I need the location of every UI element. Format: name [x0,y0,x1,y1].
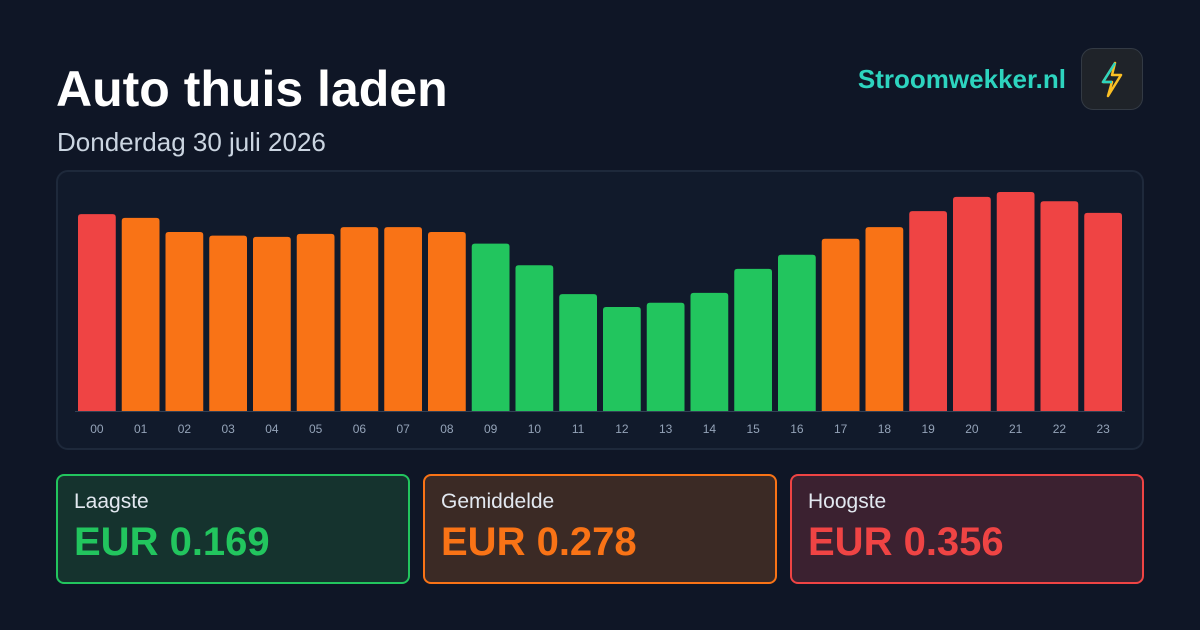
x-tick-label: 11 [572,422,585,436]
bar [340,227,379,411]
bar [253,236,291,411]
bar [384,227,422,411]
bar [165,231,204,411]
bar [1084,212,1122,411]
stat-label: Laagste [74,490,149,513]
subtitle: Donderdag 30 juli 2026 [57,127,326,157]
bar [909,211,947,411]
x-tick-label: 14 [703,422,717,436]
x-tick-label: 13 [659,422,673,436]
x-tick-label: 08 [440,422,454,436]
bar [646,302,685,411]
x-tick-label: 20 [965,422,979,436]
x-tick-label: 19 [921,422,935,436]
bar [296,233,335,411]
stat-label: Gemiddelde [441,490,555,513]
bar [559,294,597,411]
x-tick-label: 21 [1009,422,1023,436]
bar [471,243,510,411]
logo-icon [1101,61,1123,98]
bar [209,235,247,411]
stat-card: Gemiddelde EUR 0.278 [423,474,777,584]
stat-value: EUR 0.169 [74,520,270,564]
bar [778,254,816,411]
stat-card: Laagste EUR 0.169 [56,474,410,584]
x-tick-label: 05 [309,422,323,436]
x-tick-label: 22 [1053,422,1067,436]
x-tick-label: 03 [221,422,235,436]
bar [1040,201,1079,411]
bar [996,192,1035,411]
bar [821,238,860,411]
bar [734,268,772,411]
x-tick-label: 12 [615,422,629,436]
brand: Stroomwekker.nl [857,64,1066,94]
bar [78,214,116,411]
stat-card: Hoogste EUR 0.356 [790,474,1144,584]
logo [1081,48,1143,110]
bar [953,196,991,411]
x-tick-label: 06 [353,422,367,436]
x-tick-label: 01 [134,422,148,436]
x-tick-label: 00 [90,422,104,436]
x-tick-label: 18 [878,422,892,436]
stat-value: EUR 0.356 [808,520,1004,564]
x-tick-label: 10 [528,422,542,436]
stat-value: EUR 0.278 [441,520,637,564]
stat-label: Hoogste [808,490,887,513]
bar [603,307,641,411]
x-tick-label: 07 [396,422,410,436]
x-tick-label: 09 [484,422,498,436]
x-tick-label: 04 [265,422,279,436]
x-tick-label: 15 [746,422,760,436]
x-tick-label: 17 [834,422,848,436]
bar [865,227,904,411]
x-tick-label: 16 [790,422,804,436]
bar [121,217,160,411]
title: Auto thuis laden [56,61,448,117]
x-tick-label: 23 [1096,422,1110,436]
bar [515,265,554,411]
x-tick-label: 02 [178,422,192,436]
bar [428,231,466,411]
bar [690,292,729,411]
